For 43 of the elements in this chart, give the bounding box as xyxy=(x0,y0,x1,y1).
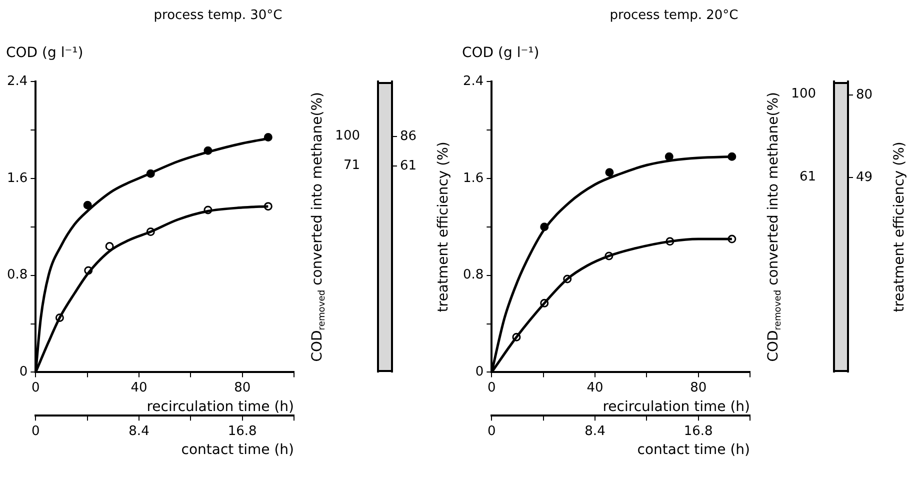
y2-axis-title: CODremoved converted into methane(%) xyxy=(310,92,328,362)
y-tick-label: 1.6 xyxy=(462,170,484,186)
x-tick-label: 80 xyxy=(234,380,251,396)
y3-axis-title: treatment efficiency (%) xyxy=(892,142,908,312)
chart-title: process temp. 20°C xyxy=(610,8,738,24)
x2-tick-label: 8.4 xyxy=(128,424,150,439)
y3-tick-label: 49 xyxy=(856,170,873,185)
y2-axis-title: CODremoved converted into methane(%) xyxy=(766,92,784,362)
y3-tick-label: 61 xyxy=(400,158,417,174)
point xyxy=(83,200,92,210)
y-tick-label: 2.4 xyxy=(6,74,28,89)
y-tick-label: 0 xyxy=(19,364,28,380)
y2-tick-label: 100 xyxy=(335,128,360,144)
y2-tick-label: 71 xyxy=(343,158,360,174)
y-tick-label: 2.4 xyxy=(462,74,484,89)
x2-tick-label: 16.8 xyxy=(228,424,257,439)
point xyxy=(605,168,614,177)
y2-tick-label: 100 xyxy=(791,86,816,102)
x2-tick-label: 0 xyxy=(32,424,40,439)
y-tick-label: 1.6 xyxy=(6,170,28,186)
y-tick-label: 0.8 xyxy=(462,268,484,283)
y-tick-label: 0.8 xyxy=(6,268,28,283)
y2-tick-label: 61 xyxy=(799,169,816,184)
y3-tick-label: 80 xyxy=(856,87,873,102)
x2-axis-title: contact time (h) xyxy=(181,442,294,458)
x-tick-label: 40 xyxy=(586,380,604,396)
chart-title: process temp. 30°C xyxy=(154,8,282,24)
x-tick-label: 80 xyxy=(690,380,707,396)
x2-tick-label: 16.8 xyxy=(684,424,713,439)
y-tick-label: 0 xyxy=(475,364,484,380)
x2-tick-label: 8.4 xyxy=(584,424,606,439)
y3-axis-title: treatment efficiency (%) xyxy=(436,142,452,312)
y-axis-title: COD (g l⁻¹) xyxy=(462,45,540,62)
point xyxy=(664,152,674,161)
x2-tick-label: 0 xyxy=(488,424,496,439)
x-axis-title: recirculation time (h) xyxy=(602,398,750,415)
x-tick-label: 40 xyxy=(130,380,148,396)
y-axis-title: COD (g l⁻¹) xyxy=(6,45,84,62)
x-tick-label: 0 xyxy=(32,380,40,396)
x-axis-title: recirculation time (h) xyxy=(146,398,294,415)
x-tick-label: 0 xyxy=(488,380,496,396)
x2-axis-title: contact time (h) xyxy=(637,442,750,458)
y3-tick-label: 86 xyxy=(400,128,417,144)
